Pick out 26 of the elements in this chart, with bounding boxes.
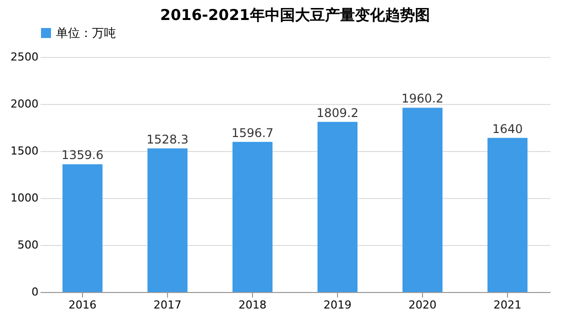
- bar: [488, 138, 528, 292]
- bar: [148, 148, 188, 292]
- y-tick-label: 2000: [10, 98, 38, 110]
- x-tick-label: 2019: [324, 298, 352, 312]
- bar: [62, 164, 102, 292]
- data-label: 1640: [492, 122, 523, 136]
- chart-title: 2016-2021年中国大豆产量变化趋势图: [160, 6, 430, 24]
- y-tick-label: 2500: [10, 50, 38, 64]
- y-tick-label: 1500: [10, 144, 38, 158]
- x-tick-label: 2021: [494, 298, 522, 312]
- bar: [318, 122, 358, 292]
- data-label: 1960.2: [402, 92, 444, 106]
- bar: [402, 108, 442, 292]
- y-tick-label: 500: [18, 238, 38, 252]
- legend-label: 单位：万吨: [56, 26, 116, 40]
- data-label: 1809.2: [316, 106, 358, 120]
- x-tick-label: 2018: [238, 298, 266, 312]
- x-tick-label: 2016: [68, 298, 96, 312]
- x-tick-label: 2017: [154, 298, 182, 312]
- x-tick-label: 2020: [408, 298, 436, 312]
- data-label: 1596.7: [232, 126, 274, 140]
- y-tick-label: 0: [32, 286, 38, 298]
- bar: [232, 142, 272, 292]
- data-label: 1528.3: [146, 132, 188, 146]
- y-tick-label: 1000: [10, 192, 38, 204]
- data-label: 1359.6: [62, 148, 104, 162]
